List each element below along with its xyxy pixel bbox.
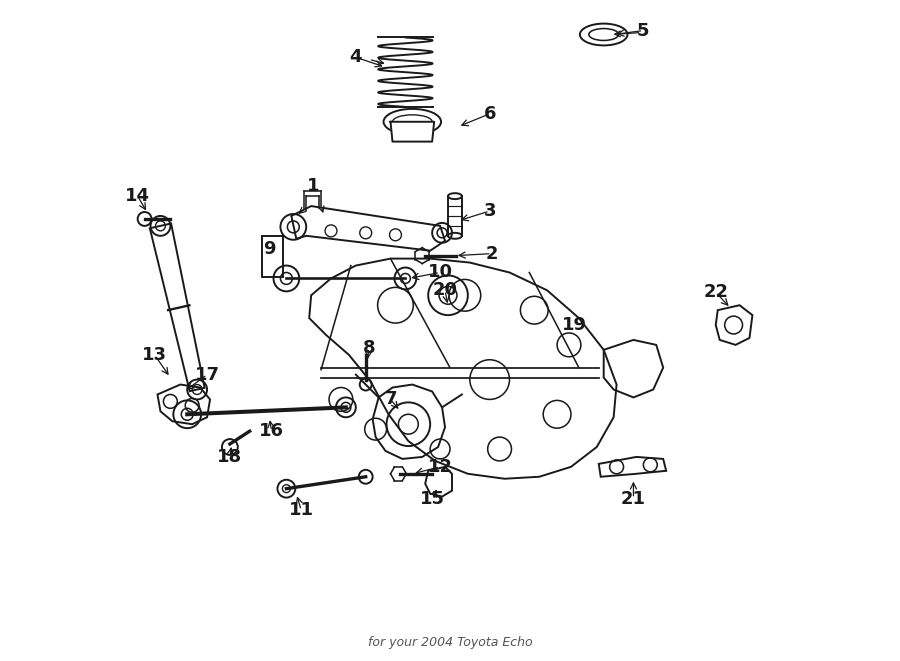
Text: 8: 8 [363,339,375,357]
Polygon shape [391,122,434,141]
Text: 1: 1 [307,177,320,195]
Text: 13: 13 [142,346,167,364]
Text: 22: 22 [703,284,728,301]
Text: 19: 19 [562,316,587,334]
Text: 6: 6 [483,105,496,123]
Text: 16: 16 [259,422,284,440]
Text: 7: 7 [384,391,397,408]
Text: for your 2004 Toyota Echo: for your 2004 Toyota Echo [368,636,532,649]
Text: 21: 21 [621,490,646,508]
Text: 4: 4 [349,48,362,66]
Text: 20: 20 [433,282,457,299]
Text: 9: 9 [264,240,275,258]
Text: 14: 14 [125,187,150,205]
Text: 11: 11 [289,502,314,520]
Text: 17: 17 [194,366,220,383]
Text: 18: 18 [217,448,242,466]
Text: 5: 5 [637,22,650,40]
Text: 15: 15 [419,490,445,508]
Text: 10: 10 [428,264,453,282]
Text: 2: 2 [485,245,498,262]
Text: 12: 12 [428,458,453,476]
Text: 3: 3 [483,202,496,220]
